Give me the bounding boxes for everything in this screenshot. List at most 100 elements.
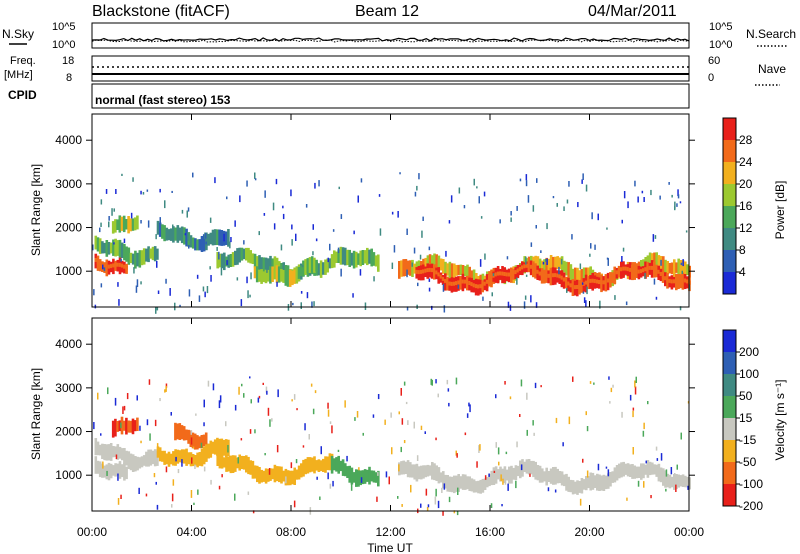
speckle-cell: [420, 425, 423, 430]
speckle-cell: [276, 281, 278, 287]
speckle-cell: [164, 200, 166, 209]
speckle-cell: [267, 407, 270, 416]
echo-cell: [510, 465, 513, 484]
speckle-cell: [184, 233, 187, 236]
echo-cell: [563, 260, 566, 273]
echo-cell: [322, 458, 325, 472]
echo-core: [450, 281, 454, 286]
speckle-cell: [650, 189, 652, 196]
echo-cell: [433, 463, 436, 481]
echo-cell: [377, 470, 380, 487]
speckle-cell: [597, 463, 600, 471]
echo-core: [516, 268, 520, 273]
speckle-cell: [258, 395, 261, 399]
speckle-cell: [312, 251, 314, 256]
speckle-cell: [111, 208, 113, 216]
echo-cell: [631, 464, 634, 479]
echo-cell: [222, 439, 226, 456]
echo-cell: [668, 474, 672, 489]
echo-cell: [571, 480, 575, 495]
echo-cell: [370, 248, 373, 267]
echo-cell: [236, 248, 239, 265]
speckle-cell: [159, 217, 161, 224]
speckle-cell: [165, 466, 168, 473]
speckle-cell: [447, 388, 450, 392]
echo-cell: [202, 234, 206, 252]
echo-cell: [448, 476, 452, 492]
speckle-cell: [240, 299, 243, 307]
echo-cell: [556, 256, 559, 270]
speckle-cell: [93, 422, 95, 430]
speckle-cell: [566, 288, 568, 293]
echo-cell: [180, 226, 184, 244]
echo-core: [587, 279, 590, 284]
speckle-cell: [177, 469, 180, 474]
speckle-cell: [99, 227, 101, 233]
echo-core: [433, 269, 436, 273]
echo-cell: [96, 460, 100, 474]
speckle-cell: [677, 194, 680, 199]
speckle-cell: [656, 458, 659, 461]
echo-cell: [120, 242, 124, 258]
speckle-cell: [108, 221, 110, 228]
echo-cell: [286, 269, 290, 287]
speckle-cell: [156, 260, 158, 268]
speckle-cell: [523, 301, 526, 309]
velocity-colorbar: 200 100 50 15 -15 -50 -100 -200: [722, 329, 763, 513]
echo-cell: [185, 448, 188, 466]
echo-cell: [422, 465, 425, 479]
echo-core: [479, 284, 482, 289]
speckle-cell: [427, 504, 430, 508]
echo-cell: [213, 439, 217, 455]
speckle-cell: [515, 480, 517, 489]
speckle-cell: [563, 206, 565, 211]
echo-cell: [101, 443, 104, 459]
speckle-cell: [525, 174, 528, 181]
speckle-cell: [234, 220, 236, 227]
echo-cell: [453, 263, 456, 278]
y-tick-label: 3000: [55, 177, 82, 191]
echo-core: [532, 266, 535, 271]
echo-cell: [464, 474, 467, 490]
speckle-cell: [435, 488, 437, 497]
nsearch-tick-top: 10^5: [709, 21, 733, 33]
echo-cell: [291, 470, 294, 485]
colorbar-tick-label: 8: [739, 243, 746, 257]
echo-cell: [238, 247, 241, 263]
echo-cell: [280, 269, 283, 282]
speckle-cell: [675, 484, 677, 492]
echo-cell: [295, 469, 299, 480]
echo-core: [501, 271, 504, 276]
echo-cell: [284, 269, 288, 286]
speckle-cell: [607, 469, 610, 477]
echo-cell: [370, 470, 373, 482]
echo-band: [330, 455, 380, 487]
echo-cell: [169, 453, 173, 465]
echo-cell: [174, 422, 177, 441]
echo-cell: [576, 480, 579, 495]
echo-cell: [131, 218, 135, 231]
echo-cell: [538, 258, 542, 273]
speckle-cell: [634, 180, 636, 187]
speckle-cell: [372, 414, 375, 418]
speckle-cell: [320, 446, 322, 455]
echo-core: [527, 264, 531, 268]
speckle-cell: [594, 244, 596, 250]
echo-cell: [578, 270, 581, 282]
speckle-cell: [216, 247, 218, 251]
speckle-cell: [448, 220, 451, 224]
speckle-cell: [668, 182, 670, 185]
echo-cell: [437, 467, 441, 484]
speckle-cell: [680, 432, 682, 440]
echo-core: [628, 267, 632, 272]
echo-cell: [251, 460, 255, 479]
echo-core: [424, 268, 427, 273]
speckle-cell: [504, 481, 507, 485]
speckle-cell: [247, 290, 249, 299]
echo-cell: [182, 426, 186, 441]
speckle-cell: [358, 467, 360, 471]
speckle-cell: [606, 227, 608, 230]
echo-cell: [249, 250, 252, 264]
echo-cell: [156, 248, 159, 260]
y-tick-label: 4000: [55, 337, 82, 351]
